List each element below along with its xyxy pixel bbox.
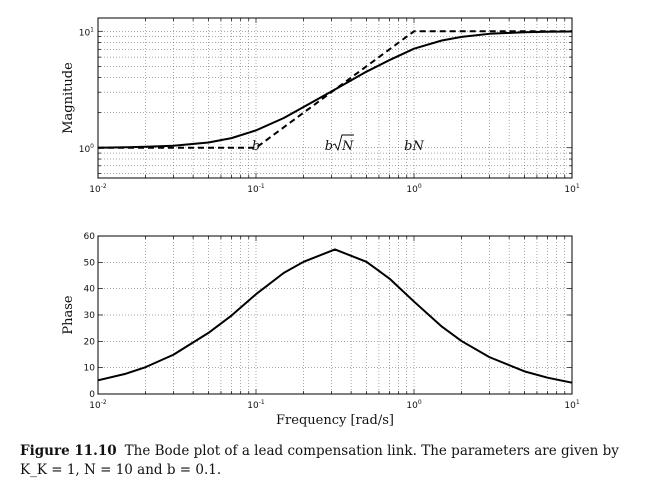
x-tick-label: 10-1 <box>247 183 265 195</box>
x-tick-label: 10-2 <box>89 399 107 411</box>
y-tick-label: 40 <box>84 285 96 295</box>
axes-frame <box>97 17 573 179</box>
x-tick-label: 100 <box>406 399 421 411</box>
axes-frame <box>97 235 573 395</box>
y-tick-label: 0 <box>89 390 95 400</box>
x-tick-label: 101 <box>564 183 579 195</box>
sqrt-radicand: N <box>341 139 354 154</box>
sqrt-sign <box>332 134 354 152</box>
phase-panel: 10-2 10-1 100 1010102030405060PhaseFrequenc… <box>61 232 580 428</box>
series-line <box>97 30 573 149</box>
y-axis-label: Magnitude <box>61 62 76 134</box>
y-tick-label: 101 <box>79 26 94 38</box>
y-tick-label: 50 <box>84 258 96 268</box>
annotation-text: b <box>325 139 333 154</box>
caption-label: Figure 11.10 <box>20 443 117 459</box>
annotation-label: bN <box>404 139 424 154</box>
y-tick-label: 10 <box>84 364 96 374</box>
x-tick-label: 101 <box>564 399 579 411</box>
annotation-label: b <box>252 139 260 154</box>
asymptote-series-line <box>98 30 572 149</box>
annotation-text: bN <box>404 139 424 154</box>
y-tick-label: 30 <box>84 311 96 321</box>
x-axis-label: Frequency [rad/s] <box>276 413 394 428</box>
series-line <box>97 248 573 384</box>
figure-caption: Figure 11.10 The Bode plot of a lead comp… <box>20 442 630 480</box>
y-tick-label: 60 <box>84 232 96 242</box>
x-tick-label: 10-2 <box>89 183 107 195</box>
caption-text: The Bode plot of a lead compensation lin… <box>20 443 619 478</box>
y-tick-label: 20 <box>84 337 96 347</box>
annotation-text: b <box>252 139 260 154</box>
y-tick-label: 100 <box>79 143 94 155</box>
y-axis-label: Phase <box>61 295 76 335</box>
x-tick-label: 10-1 <box>247 399 265 411</box>
x-tick-label: 100 <box>406 183 421 195</box>
